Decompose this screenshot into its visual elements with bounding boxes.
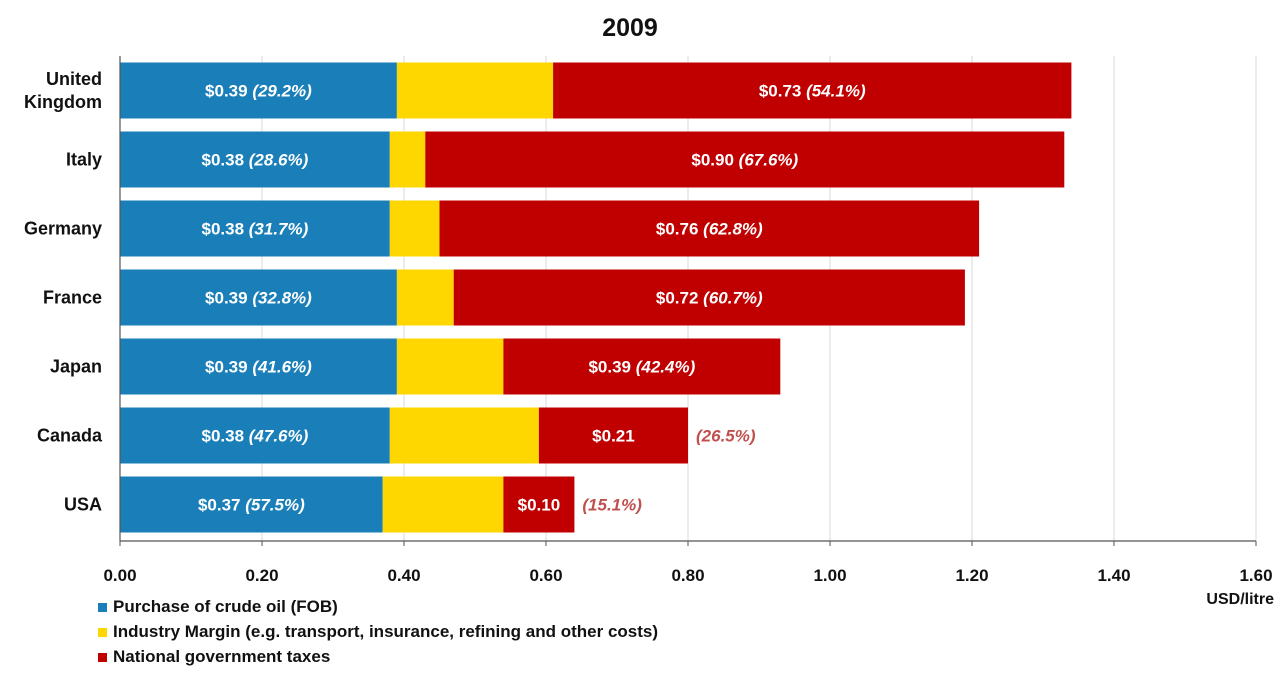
legend-label: Purchase of crude oil (FOB) <box>113 597 338 616</box>
industry-margin-bar <box>396 338 504 395</box>
x-tick-label: 1.20 <box>955 566 988 585</box>
crude-oil-bar <box>120 200 390 257</box>
chart-title: 2009 <box>602 14 658 42</box>
legend-swatch <box>98 628 107 637</box>
axes: 0.00 0.20 0.40 0.60 0.80 1.00 1.20 1.40 1.60 Unit… <box>24 56 1273 585</box>
x-tick-label: 1.00 <box>813 566 846 585</box>
x-tick-label: 0.00 <box>103 566 136 585</box>
industry-margin-bar <box>396 269 454 326</box>
government-taxes-bar <box>553 62 1072 119</box>
government-taxes-data-label: $0.10 <box>518 496 561 515</box>
government-taxes-data-label: $0.72 (60.7%) <box>656 289 763 308</box>
crude-oil-bar <box>120 131 390 188</box>
industry-margin-bar <box>382 476 504 533</box>
government-taxes-bar <box>538 407 688 464</box>
crude-oil-bar <box>120 62 397 119</box>
government-taxes-data-label: $0.39 (42.4%) <box>588 358 695 377</box>
crude-oil-data-label: $0.38 (47.6%) <box>202 427 309 446</box>
crude-oil-bar <box>120 476 383 533</box>
category-label: USA <box>64 495 102 515</box>
industry-margin-bar <box>389 407 539 464</box>
crude-oil-bar <box>120 407 390 464</box>
category-label: Germany <box>24 219 102 239</box>
category-label: Italy <box>66 150 102 170</box>
legend-swatch <box>98 603 107 612</box>
x-axis-unit-label: USD/litre <box>1206 591 1274 608</box>
government-taxes-bar <box>453 269 965 326</box>
bars <box>120 62 1072 533</box>
x-tick-label: 0.60 <box>529 566 562 585</box>
legend: Purchase of crude oil (FOB) Industry Marg… <box>98 597 658 666</box>
legend-label: National government taxes <box>113 647 330 666</box>
government-taxes-bar <box>425 131 1065 188</box>
government-taxes-data-label: $0.90 (67.6%) <box>691 151 798 170</box>
crude-oil-data-label: $0.39 (32.8%) <box>205 289 312 308</box>
legend-label: Industry Margin (e.g. transport, insuran… <box>113 622 658 641</box>
category-label: France <box>43 288 102 308</box>
crude-oil-data-label: $0.38 (28.6%) <box>202 151 309 170</box>
category-label: Japan <box>50 357 102 377</box>
x-tick-label: 0.40 <box>387 566 420 585</box>
crude-oil-data-label: $0.39 (29.2%) <box>205 82 312 101</box>
government-taxes-bar <box>439 200 980 257</box>
bar-labels: $0.39 (29.2%) $0.73 (54.1%) $0.38 (28.6%) $… <box>198 82 866 515</box>
government-taxes-pct-label: (26.5%) <box>696 427 756 446</box>
crude-oil-bar <box>120 338 397 395</box>
category-label: Canada <box>37 426 103 446</box>
government-taxes-bar <box>503 476 575 533</box>
government-taxes-data-label: $0.73 (54.1%) <box>759 82 866 101</box>
crude-oil-data-label: $0.38 (31.7%) <box>202 220 309 239</box>
government-taxes-data-label: $0.76 (62.8%) <box>656 220 763 239</box>
industry-margin-bar <box>396 62 554 119</box>
industry-margin-bar <box>389 131 426 188</box>
government-taxes-pct-label: (15.1%) <box>582 496 642 515</box>
industry-margin-bar <box>389 200 440 257</box>
x-tick-label: 1.40 <box>1097 566 1130 585</box>
category-label: Kingdom <box>24 92 102 112</box>
legend-swatch <box>98 653 107 662</box>
legend-item-government-taxes: National government taxes <box>98 647 330 666</box>
legend-item-industry-margin: Industry Margin (e.g. transport, insuran… <box>98 622 658 641</box>
government-taxes-bar <box>503 338 781 395</box>
government-taxes-data-label: $0.21 <box>592 427 635 446</box>
x-tick-label: 0.80 <box>671 566 704 585</box>
legend-item-crude-oil: Purchase of crude oil (FOB) <box>98 597 338 616</box>
crude-oil-bar <box>120 269 397 326</box>
x-tick-label: 1.60 <box>1239 566 1272 585</box>
x-tick-label: 0.20 <box>245 566 278 585</box>
crude-oil-data-label: $0.39 (41.6%) <box>205 358 312 377</box>
category-label: United <box>46 69 102 89</box>
crude-oil-data-label: $0.37 (57.5%) <box>198 496 305 515</box>
